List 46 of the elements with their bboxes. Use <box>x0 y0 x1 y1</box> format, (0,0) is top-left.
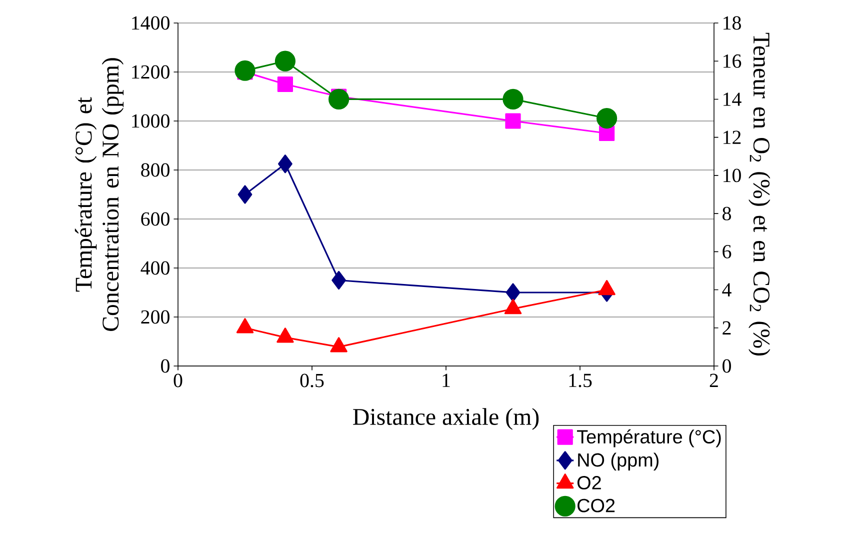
y-tick-label: 1000 <box>132 114 170 128</box>
point <box>596 108 618 129</box>
point <box>505 113 521 129</box>
y2-tick-label: 14 <box>724 92 742 106</box>
x-axis-title: Distance axiale (m) <box>353 408 539 430</box>
legend-label: NO (ppm) <box>578 452 658 470</box>
x-tick-label: 1.5 <box>569 374 592 388</box>
point <box>506 283 520 302</box>
y2-tick-label: 12 <box>724 130 741 144</box>
y-tick-label: 800 <box>141 163 170 177</box>
point <box>330 337 348 352</box>
y-tick-label: 0 <box>161 359 170 373</box>
point <box>276 328 294 343</box>
legend-label: O2 <box>577 476 601 490</box>
point <box>332 270 346 290</box>
y2-tick-label: 10 <box>724 168 741 182</box>
point <box>234 60 256 81</box>
y2-tick-label: 16 <box>724 54 742 68</box>
y-tick-label: 600 <box>141 212 170 226</box>
x-tick-label: 0 <box>174 374 182 388</box>
legend-label: Température (°C) <box>577 429 721 448</box>
point <box>274 50 296 72</box>
x-tick-label: 2 <box>710 374 718 387</box>
y-tick-label: 1200 <box>132 65 170 79</box>
point <box>238 185 252 204</box>
y2-axis-title: Teneur en O$_{2}$ (%) et en CO$_{2}$ (%) <box>748 32 770 356</box>
y2-tick-label: 18 <box>724 16 741 30</box>
point <box>502 88 524 110</box>
y2-tick-label: 0 <box>722 359 731 373</box>
y-axis-title: Température (°C) et Concentration en NO (ppm) <box>74 58 124 331</box>
x-tick-label: 1 <box>442 374 450 387</box>
y2-tick-label: 8 <box>722 206 731 220</box>
legend-label: CO2 <box>578 498 615 512</box>
point <box>277 76 294 92</box>
y-tick-label: 400 <box>140 261 170 275</box>
y2-tick-label: 6 <box>722 244 732 258</box>
y2-tick-label: 4 <box>722 283 732 296</box>
point <box>328 88 350 110</box>
y-tick-label: 200 <box>141 310 170 324</box>
y-tick-label: 1400 <box>132 16 170 30</box>
y2-tick-label: 2 <box>722 321 731 334</box>
point <box>236 318 254 334</box>
point <box>598 280 616 296</box>
point <box>278 154 292 174</box>
point <box>504 299 522 314</box>
x-tick-label: 0.5 <box>300 374 324 388</box>
